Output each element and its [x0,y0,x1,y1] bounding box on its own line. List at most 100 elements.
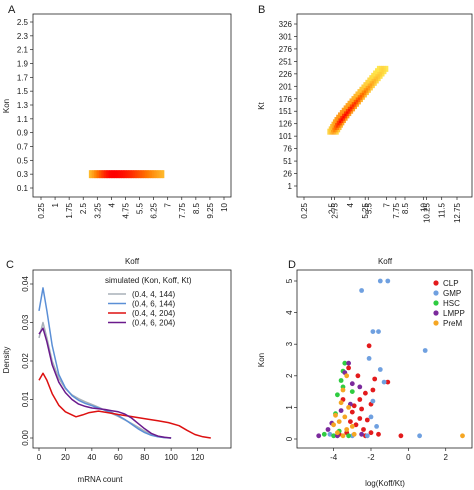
panel-d-x-tick-label: -4 [330,453,338,462]
panel-d-y-tick-label: 0 [285,436,294,441]
panel-c-y-tick-label: 0.04 [21,276,30,292]
panel-d-point [316,433,322,439]
panel-c-x-tick-label: 120 [191,453,205,462]
panel-a-heat-cell [111,170,114,179]
panel-d-point [359,431,364,437]
panel-d-point [366,356,372,361]
panel-a-heat-cell [109,170,112,179]
panel-b-heat-cell [339,110,343,117]
panel-a-x-tick-label: 0.25 [37,202,46,218]
panel-d-point [364,433,370,439]
panel-a-x-tick-label: 4.75 [121,202,130,218]
panel-a-heat-cell [95,170,98,179]
panel-b-frame [296,13,473,198]
panel-c-series-line [38,372,211,439]
panel-b-x-tick-label: 4 [346,202,355,207]
panel-a-heat-cell [116,170,119,179]
panel-b-heat-cell [347,100,351,107]
panel-b-y-tick-label: 26 [283,170,292,179]
panel-a-heat-cell [121,170,124,179]
panel-a-heat-cell [92,170,95,179]
panel-a-heat-cell [133,170,136,179]
panel-d-legend-label: HSC [443,299,460,308]
panel-d-point [335,392,340,398]
panel-c-legend-label: (0.4, 6, 204) [132,319,175,328]
panel-d-point [346,405,351,410]
panel-d: D Kon log(Koff/Kt) -4 -2 0 2 0 1 2 3 4 5 CLPGMPHS… [257,259,473,488]
panel-d-point [368,430,374,436]
panel-b-x-tick-label: 10.25 [422,202,431,223]
panel-a-ylabel: Kon [2,99,11,113]
panel-b-y-tick-label: 51 [283,157,292,166]
panel-d-point [342,360,348,366]
panel-d-legend-label: PreM [443,319,462,328]
panel-a-x-tick-label: 6.25 [150,202,159,218]
panel-d-point [370,398,376,404]
panel-b-y-tick-label: 1 [288,182,293,191]
panel-b-x-tick-label: 8.5 [401,202,410,214]
panel-b-heat-cell [331,121,335,128]
panel-b-heat-cell [341,107,345,114]
panel-d-point [357,416,363,421]
panel-b-xlabel: Koff [378,257,393,266]
panel-c-y-tick-label: 0.00 [21,430,30,446]
panel-d-x-tick-label: 0 [406,453,411,462]
panel-d-legend-marker [433,320,439,326]
panel-a-y-tick-label: 0.9 [17,129,29,138]
panel-d-point [348,419,353,424]
panel-d-point [353,422,359,428]
panel-a-y-tick-label: 1.5 [17,87,29,96]
panel-d-ylabel: Kon [257,353,266,367]
panel-d-point [327,431,333,437]
panel-c-frame [32,269,232,449]
panel-d-point [370,329,376,334]
panel-c-x-tick-label: 40 [87,453,96,462]
panel-b: B Kt Koff 126517610112615117620122625127… [257,4,473,266]
panel-b-y-tick-label: 101 [279,132,293,141]
panel-d-point [372,376,378,382]
panel-d-point [346,433,351,439]
panel-b-y-tick-label: 251 [279,57,293,66]
panel-a-heat-cell [90,170,93,179]
panel-a-heat-cell [112,170,115,179]
panel-a-heat-cell [157,170,160,179]
panel-a-heat-cell [141,170,144,179]
panel-a-x-tick-label: 2.5 [79,202,88,214]
panel-b-y-tick-label: 301 [279,32,293,41]
panel-b-x-tick-label: 2.75 [331,202,340,218]
panel-a-heat-cell [143,170,146,179]
panel-a-heat-cell [122,170,126,179]
panel-b-heat-cell [359,86,363,93]
panel-a-heat-cell [88,170,91,179]
panel-b-y-tick-label: 276 [279,45,293,54]
panel-a: A Kon Koff 0.1 0.3 0.5 0.7 0.9 1.1 1.3 1.5 1.7 1.… [2,4,232,266]
panel-b-heat-cell [330,124,333,131]
panel-b-heat-cell [327,128,330,135]
panel-a-heat-cell [155,170,158,179]
panel-d-point [331,422,336,428]
panel-b-heat-cell [361,84,365,91]
panel-d-point [351,431,357,437]
panel-a-y-tick-label: 0.7 [17,143,29,152]
panel-a-x-tick-label: 1 [51,202,60,207]
panel-c-y-tick-label: 0.01 [21,391,30,407]
panel-d-point [349,389,355,394]
panel-b-y-tick-label: 226 [279,70,293,79]
panel-a-x-tick-label: 8.5 [192,202,201,214]
panel-d-legend-marker [433,290,439,296]
panel-b-x-tick-label: 12.75 [453,202,462,223]
panel-a-heat-cell [117,170,120,179]
panel-b-heat-cell [371,72,374,79]
panel-a-xlabel: Koff [125,257,140,266]
panel-d-points [316,278,465,439]
panel-a-heat-cell [102,170,105,179]
panel-d-point [363,390,368,396]
panel-a-x-tick-label: 7.75 [178,202,187,218]
panel-a-x-tick-label: 10 [220,202,229,211]
panel-a-heat-cell [131,170,134,179]
panel-a-frame [32,13,232,198]
panel-a-y-tick-label: 0.3 [17,170,29,179]
panel-d-y-tick-label: 3 [285,341,294,346]
panel-b-y-tick-label: 201 [279,82,293,91]
